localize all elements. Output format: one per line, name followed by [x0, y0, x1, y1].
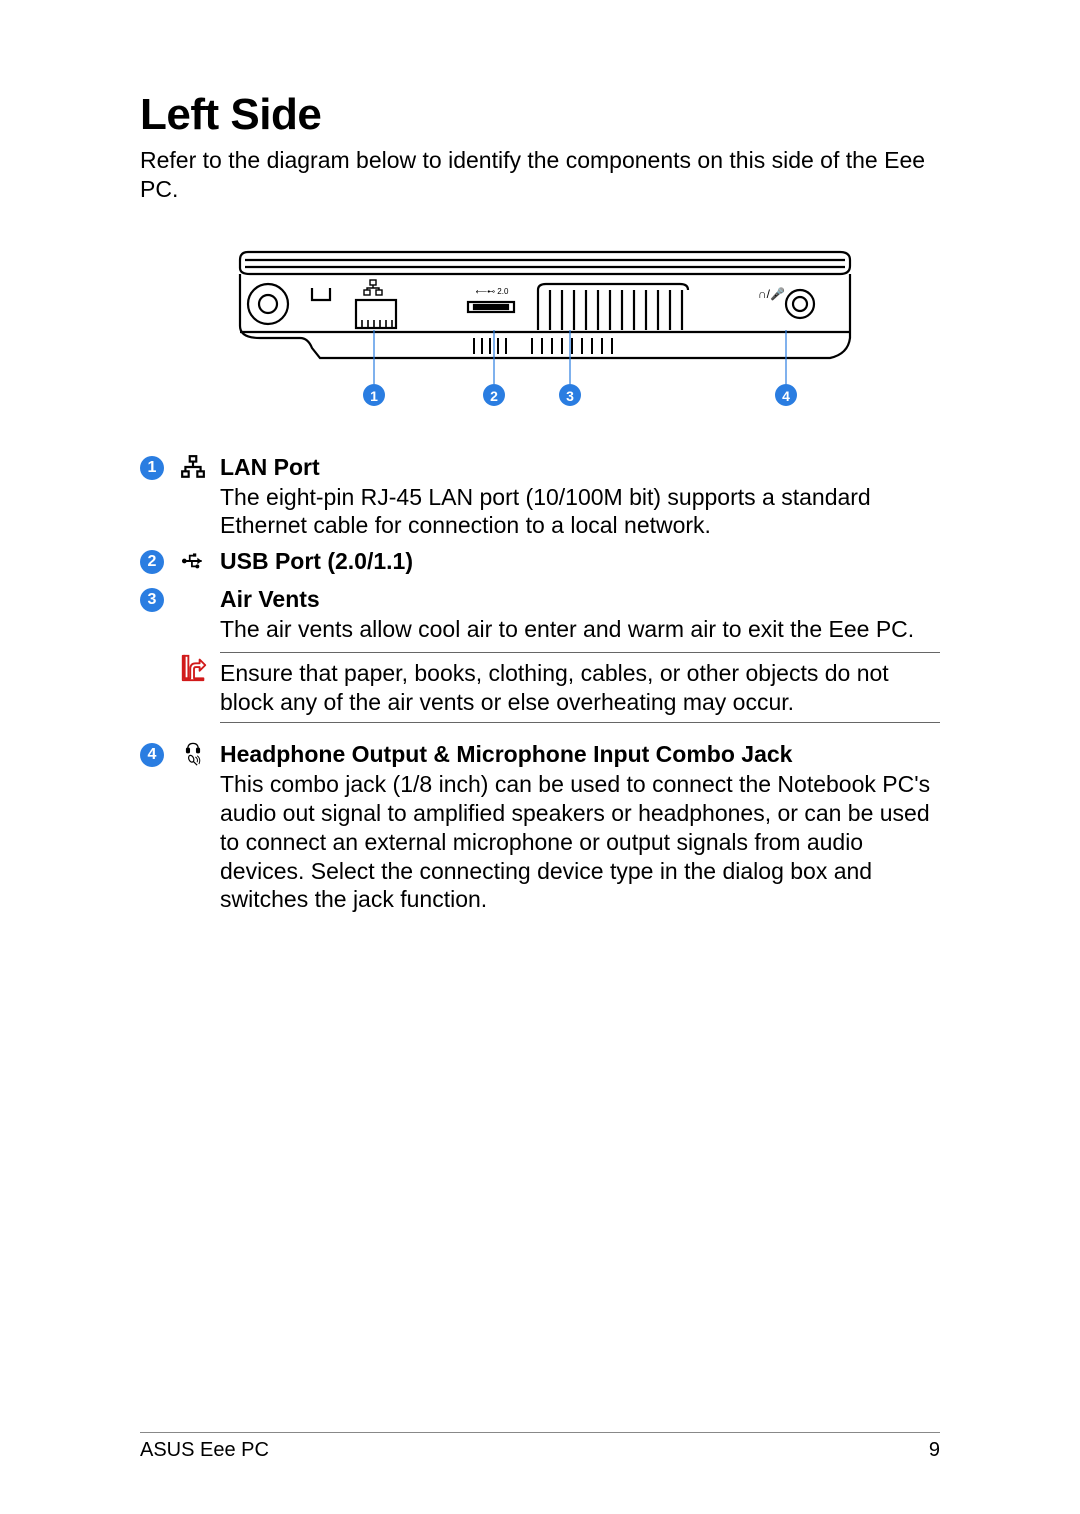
item-4: 4 Headphone Output & Microphone Input Co… — [140, 741, 940, 914]
headphone-mic-icon — [178, 741, 208, 771]
usb-icon — [178, 548, 208, 578]
item-4-desc: This combo jack (1/8 inch) can be used t… — [220, 770, 940, 914]
warning-row: Ensure that paper, books, clothing, cabl… — [140, 652, 940, 724]
num-badge-3: 3 — [140, 588, 164, 612]
page-footer: ASUS Eee PC 9 — [140, 1432, 940, 1462]
num-badge-1: 1 — [140, 456, 164, 480]
item-2: 2 USB Port (2.0/1.1) — [140, 548, 940, 578]
item-1-desc: The eight-pin RJ-45 LAN port (10/100M bi… — [220, 483, 940, 541]
svg-text:∩/🎤: ∩/🎤 — [758, 286, 785, 301]
lan-icon — [178, 454, 208, 484]
side-diagram: ⟵⊷ 2.0 ∩/🎤 1 2 3 4 — [220, 234, 860, 424]
item-3: 3 Air Vents The air vents allow cool air… — [140, 586, 940, 644]
warning-icon — [178, 652, 210, 684]
svg-text:2: 2 — [490, 388, 498, 404]
warning-text: Ensure that paper, books, clothing, cabl… — [220, 652, 940, 724]
item-2-title: USB Port (2.0/1.1) — [220, 548, 940, 575]
item-1: 1 LAN Port The eight-pin RJ-45 LAN port … — [140, 454, 940, 541]
svg-text:3: 3 — [566, 388, 574, 404]
num-badge-2: 2 — [140, 550, 164, 574]
intro-text: Refer to the diagram below to identify t… — [140, 146, 940, 204]
footer-left: ASUS Eee PC — [140, 1439, 269, 1462]
item-1-title: LAN Port — [220, 454, 940, 481]
page-title: Left Side — [140, 90, 940, 140]
svg-text:4: 4 — [782, 388, 790, 404]
footer-right: 9 — [929, 1439, 940, 1462]
item-3-title: Air Vents — [220, 586, 940, 613]
svg-text:⟵⊷ 2.0: ⟵⊷ 2.0 — [476, 287, 509, 296]
item-3-desc: The air vents allow cool air to enter an… — [220, 615, 940, 644]
num-badge-4: 4 — [140, 743, 164, 767]
svg-text:1: 1 — [370, 388, 378, 404]
item-4-title: Headphone Output & Microphone Input Comb… — [220, 741, 940, 768]
items-list: 1 LAN Port The eight-pin RJ-45 LAN port … — [140, 454, 940, 915]
blank-icon — [178, 586, 208, 616]
